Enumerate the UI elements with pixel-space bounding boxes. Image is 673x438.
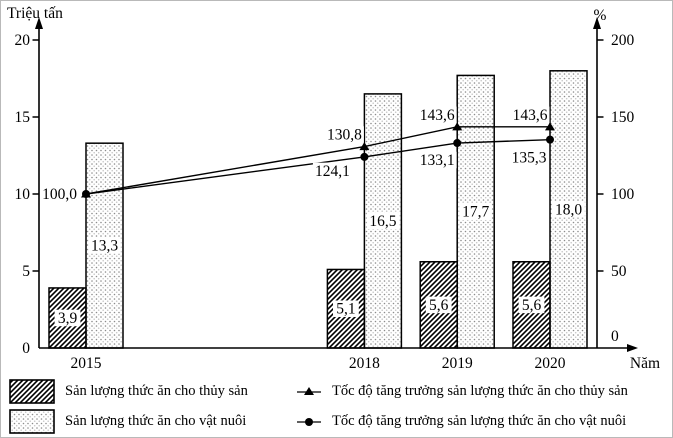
circle-marker-icon xyxy=(453,139,462,148)
legend-row: Sản lượng thức ăn cho thủy sản Tốc độ tă… xyxy=(9,376,672,406)
left-tick-label: 10 xyxy=(15,186,31,203)
right-axis-arrow-icon xyxy=(593,17,601,29)
line-value-label: 143,6 xyxy=(513,107,548,124)
bar-value-label: 3,9 xyxy=(58,310,78,327)
label-box xyxy=(518,296,545,314)
line-value-label: 100,0 xyxy=(42,186,77,203)
legend-item-feed-thuy-san-bar: Sản lượng thức ăn cho thủy sản xyxy=(9,378,296,404)
legend-row: Sản lượng thức ăn cho vật nuôi Tốc độ tă… xyxy=(9,406,672,436)
line-value-label: 135,3 xyxy=(512,150,547,167)
triangle-marker-icon xyxy=(452,122,463,131)
year-label: 2015 xyxy=(71,355,102,372)
right-tick-label: 200 xyxy=(611,32,635,49)
bar-value-label: 16,5 xyxy=(369,213,396,230)
left-tick-label: 20 xyxy=(15,32,31,49)
bar-value-label: 5,6 xyxy=(429,297,449,314)
legend-item-growth-thuy-san-line: Tốc độ tăng trưởng sản lượng thức ăn cho… xyxy=(296,383,628,400)
x-axis-title: Năm xyxy=(630,355,660,372)
bar-value-label: 13,3 xyxy=(91,238,118,255)
bar-value-label: 18,0 xyxy=(555,201,582,218)
dots-swatch-icon xyxy=(9,408,55,434)
label-box xyxy=(552,201,585,218)
growth-line-1 xyxy=(85,138,551,195)
label-box xyxy=(459,203,492,220)
line-value-label: 124,1 xyxy=(315,163,350,180)
hatch-swatch-icon xyxy=(9,378,55,404)
label-box xyxy=(312,162,352,180)
year-label: 2020 xyxy=(535,355,566,372)
left-axis-arrow-icon xyxy=(35,17,43,29)
right-tick-label: 100 xyxy=(611,186,635,203)
triangle-marker-icon xyxy=(359,142,370,151)
label-box xyxy=(40,185,79,203)
legend-label-growth-vat-nuoi: Tốc độ tăng trưởng sản lượng thức ăn cho… xyxy=(332,412,627,429)
year-label: 2019 xyxy=(442,355,473,372)
label-box xyxy=(88,237,121,254)
left-tick-label: 15 xyxy=(15,109,31,126)
label-box xyxy=(366,212,400,230)
right-tick-label: 150 xyxy=(611,109,635,126)
label-box xyxy=(510,106,550,124)
label-box xyxy=(417,151,457,169)
triangle-marker-icon xyxy=(81,189,91,198)
legend-item-growth-vat-nuoi-line: Tốc độ tăng trưởng sản lượng thức ăn cho… xyxy=(296,413,626,430)
combo-bar-line-chart: Triệu tấn % Năm 051015200501001502003,95… xyxy=(7,5,660,372)
legend-label-feed-vat-nuoi: Sản lượng thức ăn cho vật nuôi xyxy=(65,412,247,429)
right-tick-label: 50 xyxy=(611,263,627,280)
growth-line-0 xyxy=(85,126,550,195)
left-axis-title: Triệu tấn xyxy=(7,5,63,22)
triangle-line-marker-icon xyxy=(297,387,321,395)
line-value-label: 130,8 xyxy=(327,127,362,144)
left-tick-label: 0 xyxy=(22,340,30,357)
chart-legend: Sản lượng thức ăn cho thủy sản Tốc độ tă… xyxy=(1,372,672,437)
legend-item-feed-vat-nuoi-bar: Sản lượng thức ăn cho vật nuôi xyxy=(9,408,296,434)
bar-value-label: 5,6 xyxy=(522,297,542,314)
line-value-label: 133,1 xyxy=(420,152,455,169)
label-box xyxy=(417,106,457,124)
bar-value-label: 17,7 xyxy=(462,204,489,221)
line-value-label: 143,6 xyxy=(420,107,455,124)
triangle-marker-icon xyxy=(545,122,555,131)
label-box xyxy=(54,309,81,327)
label-box xyxy=(425,296,452,314)
bar-value-label: 5,1 xyxy=(336,301,355,318)
label-box xyxy=(509,149,549,166)
right-tick-label: 0 xyxy=(611,328,619,345)
circle-marker-icon xyxy=(360,152,369,161)
label-box xyxy=(324,126,364,143)
year-label: 2018 xyxy=(349,355,380,372)
legend-label-feed-thuy-san: Sản lượng thức ăn cho thủy sản xyxy=(65,382,248,399)
circle-line-marker-icon xyxy=(297,418,321,426)
label-box xyxy=(333,300,359,317)
circle-marker-icon xyxy=(546,135,554,144)
legend-label-growth-thuy-san: Tốc độ tăng trưởng sản lượng thức ăn cho… xyxy=(332,382,628,399)
left-tick-label: 5 xyxy=(22,263,30,280)
x-axis-arrow-icon xyxy=(627,344,638,352)
right-axis-title: % xyxy=(594,7,607,24)
